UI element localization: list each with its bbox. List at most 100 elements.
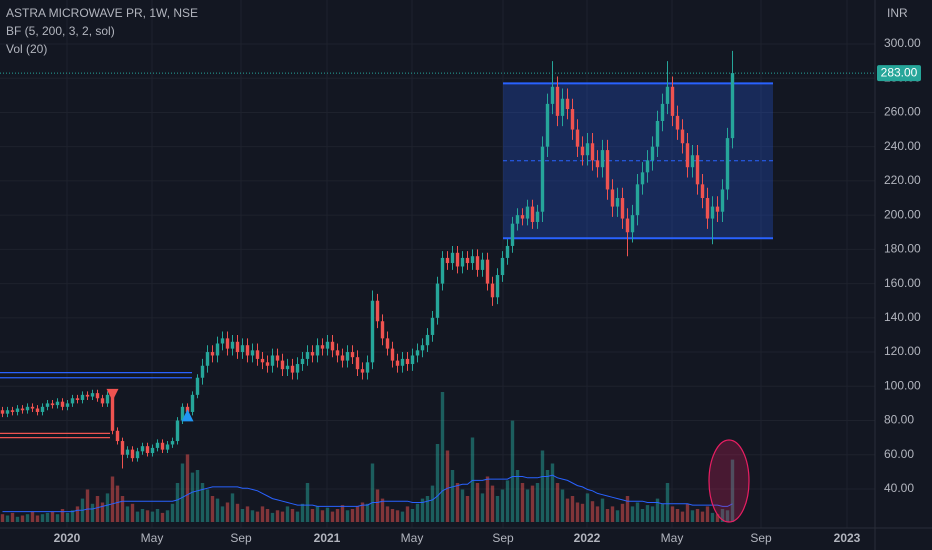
volume-bar	[155, 509, 160, 522]
x-tick-label: May	[401, 531, 424, 545]
volume-bar	[695, 509, 700, 522]
candle-body	[65, 403, 70, 407]
volume-bar	[425, 496, 430, 522]
volume-bar	[455, 483, 460, 522]
y-tick-label: 60.00	[884, 447, 914, 461]
candle-body	[195, 377, 200, 395]
candle-body	[510, 223, 515, 246]
volume-bar	[460, 489, 465, 522]
candle-body	[225, 338, 230, 349]
volume-bar	[635, 502, 640, 522]
candle-body	[380, 321, 385, 339]
volume-bar	[330, 511, 335, 522]
x-tick-label: Sep	[230, 531, 252, 545]
candle-body	[625, 218, 630, 233]
volume-bar	[255, 511, 260, 522]
volume-bar	[420, 498, 425, 522]
candle-body	[345, 352, 350, 361]
candle-body	[705, 198, 710, 219]
candle-body	[460, 257, 465, 267]
volume-bar	[650, 506, 655, 522]
candle-body	[590, 143, 595, 161]
volume-bar	[135, 511, 140, 522]
x-tick-label: 2023	[834, 531, 861, 545]
candle-body	[235, 341, 240, 353]
volume-bar	[360, 502, 365, 522]
volume-bar	[725, 510, 730, 522]
volume-bar	[310, 509, 315, 522]
candle-body	[535, 211, 540, 222]
volume-bar	[660, 503, 665, 522]
candle-body	[650, 146, 655, 161]
volume-bar	[510, 420, 515, 522]
volume-bar	[305, 483, 310, 522]
candle-body	[340, 355, 345, 361]
volume-bar	[665, 483, 670, 522]
candle-body	[555, 86, 560, 116]
volume-bar	[200, 483, 205, 522]
volume-bar	[345, 510, 350, 522]
volume-bar	[270, 512, 275, 522]
candle-body	[335, 350, 340, 356]
volume-bar	[610, 506, 615, 522]
volume-bar	[645, 505, 650, 522]
candle-body	[145, 446, 150, 454]
candle-body	[20, 408, 25, 411]
candle-body	[445, 257, 450, 264]
candle-body	[275, 355, 280, 361]
candle-body	[85, 394, 90, 397]
candle-body	[105, 394, 110, 404]
candle-body	[430, 317, 435, 335]
x-tick-label: 2021	[314, 531, 341, 545]
candle-body	[15, 408, 20, 412]
candle-body	[545, 103, 550, 147]
candle-body	[190, 394, 195, 412]
volume-bar	[435, 444, 440, 522]
volume-bar	[585, 493, 590, 522]
volume-bar	[85, 489, 90, 522]
y-tick-label: 80.00	[884, 413, 914, 427]
volume-bar	[115, 485, 120, 522]
volume-bar	[355, 506, 360, 522]
candle-body	[390, 348, 395, 361]
candle-body	[10, 410, 15, 412]
candle-body	[330, 341, 335, 351]
y-tick-label: 40.00	[884, 481, 914, 495]
candle-body	[520, 215, 525, 219]
candle-body	[120, 441, 125, 455]
volume-bar	[600, 498, 605, 522]
volume-bar	[120, 496, 125, 522]
candle-body	[350, 352, 355, 358]
candle-body	[585, 143, 590, 156]
candle-body	[725, 138, 730, 190]
volume-bar	[485, 476, 490, 522]
candle-body	[500, 257, 505, 276]
volume-bar	[5, 515, 10, 522]
candle-body	[175, 420, 180, 442]
candle-body	[490, 283, 495, 298]
candle-body	[400, 358, 405, 366]
axes: 40.00 60.00 80.00 100.00 120.00 140.00 160.00 1…	[54, 36, 921, 545]
volume-bar	[405, 506, 410, 522]
volume-bar	[340, 505, 345, 522]
candle-body	[110, 394, 115, 431]
candle-body	[435, 283, 440, 318]
candle-body	[30, 406, 35, 409]
candle-body	[685, 143, 690, 168]
candle-body	[550, 86, 555, 104]
volume-bar	[535, 483, 540, 522]
volume-bar	[440, 392, 445, 522]
volume-bar	[105, 493, 110, 522]
volume-bar	[370, 463, 375, 522]
candle-body	[615, 198, 620, 207]
candle-body	[370, 300, 375, 363]
candle-body	[580, 146, 585, 156]
volume-bar	[315, 506, 320, 522]
candle-body	[475, 256, 480, 270]
volume-bar	[55, 514, 60, 522]
volume-bar	[580, 503, 585, 522]
volume-bar	[65, 512, 70, 522]
candle-body	[245, 345, 250, 356]
